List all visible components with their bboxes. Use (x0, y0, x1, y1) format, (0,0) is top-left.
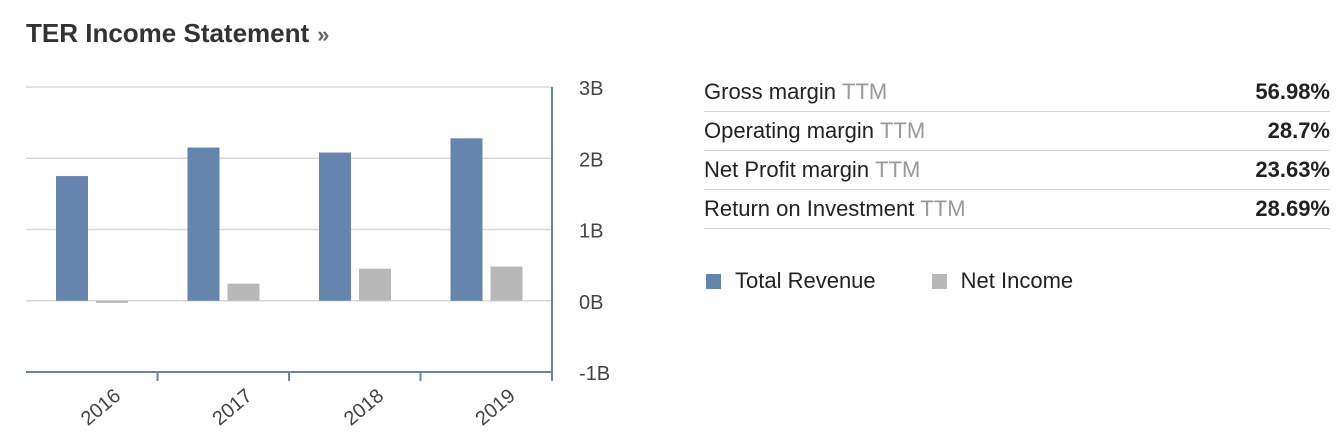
metric-suffix: TTM (879, 118, 926, 143)
legend-item-net-income[interactable]: Net Income (931, 268, 1074, 294)
expand-arrow-icon[interactable]: » (317, 22, 330, 47)
metric-value: 56.98% (1255, 79, 1330, 104)
metric-value: 28.7% (1267, 118, 1330, 143)
metric-suffix: TTM (842, 79, 888, 104)
bar-net-income-2018[interactable] (359, 268, 391, 301)
metric-label: Return on Investment (704, 196, 915, 221)
metric-row-net-profit-margin: Net Profit margin TTM 23.63% (704, 151, 1330, 190)
metric-value: 28.69% (1255, 196, 1330, 221)
x-tick-label: 2016 (77, 385, 125, 430)
y-tick-label: 3B (579, 78, 603, 100)
metric-value: 23.63% (1255, 157, 1330, 182)
x-tick-label: 2019 (471, 385, 519, 430)
bar-total-revenue-2018[interactable] (319, 152, 351, 301)
legend-swatch-total-revenue (706, 273, 721, 289)
bar-net-income-2017[interactable] (227, 283, 260, 301)
metric-suffix: TTM (920, 196, 966, 221)
bar-total-revenue-2019[interactable] (450, 138, 483, 301)
y-tick-label: 0B (579, 292, 603, 314)
y-tick-label: 2B (579, 149, 603, 171)
income-chart: 3B 2B 1B 0B -1B 2016 2017 2018 2019 (26, 78, 610, 430)
metric-label: Gross margin (704, 79, 837, 104)
chart-legend: Total Revenue Net Income (706, 268, 1129, 294)
metric-row-gross-margin: Gross margin TTM 56.98% (704, 73, 1330, 112)
bar-net-income-2016[interactable] (96, 300, 128, 303)
bar-net-income-2019[interactable] (490, 266, 523, 301)
bar-total-revenue-2017[interactable] (187, 147, 220, 301)
metrics-table: Gross margin TTM 56.98% Operating margin T… (704, 73, 1330, 229)
chart-title-text: TER Income Statement (26, 18, 310, 48)
legend-swatch-net-income (931, 273, 947, 289)
metric-row-operating-margin: Operating margin TTM 28.7% (704, 112, 1330, 151)
chart-title: TER Income Statement » (26, 18, 329, 49)
metric-row-return-on-investment: Return on Investment TTM 28.69% (704, 190, 1330, 229)
legend-label: Total Revenue (735, 268, 876, 293)
y-tick-label: -1B (579, 363, 610, 385)
x-tick-label: 2018 (340, 385, 388, 430)
bar-total-revenue-2016[interactable] (56, 176, 88, 301)
x-tick-label: 2017 (208, 385, 256, 430)
legend-item-total-revenue[interactable]: Total Revenue (706, 268, 876, 294)
legend-label: Net Income (960, 268, 1074, 293)
metric-label: Net Profit margin (704, 157, 870, 182)
metric-label: Operating margin (704, 118, 874, 143)
metric-suffix: TTM (875, 157, 921, 182)
y-tick-label: 1B (579, 221, 603, 243)
